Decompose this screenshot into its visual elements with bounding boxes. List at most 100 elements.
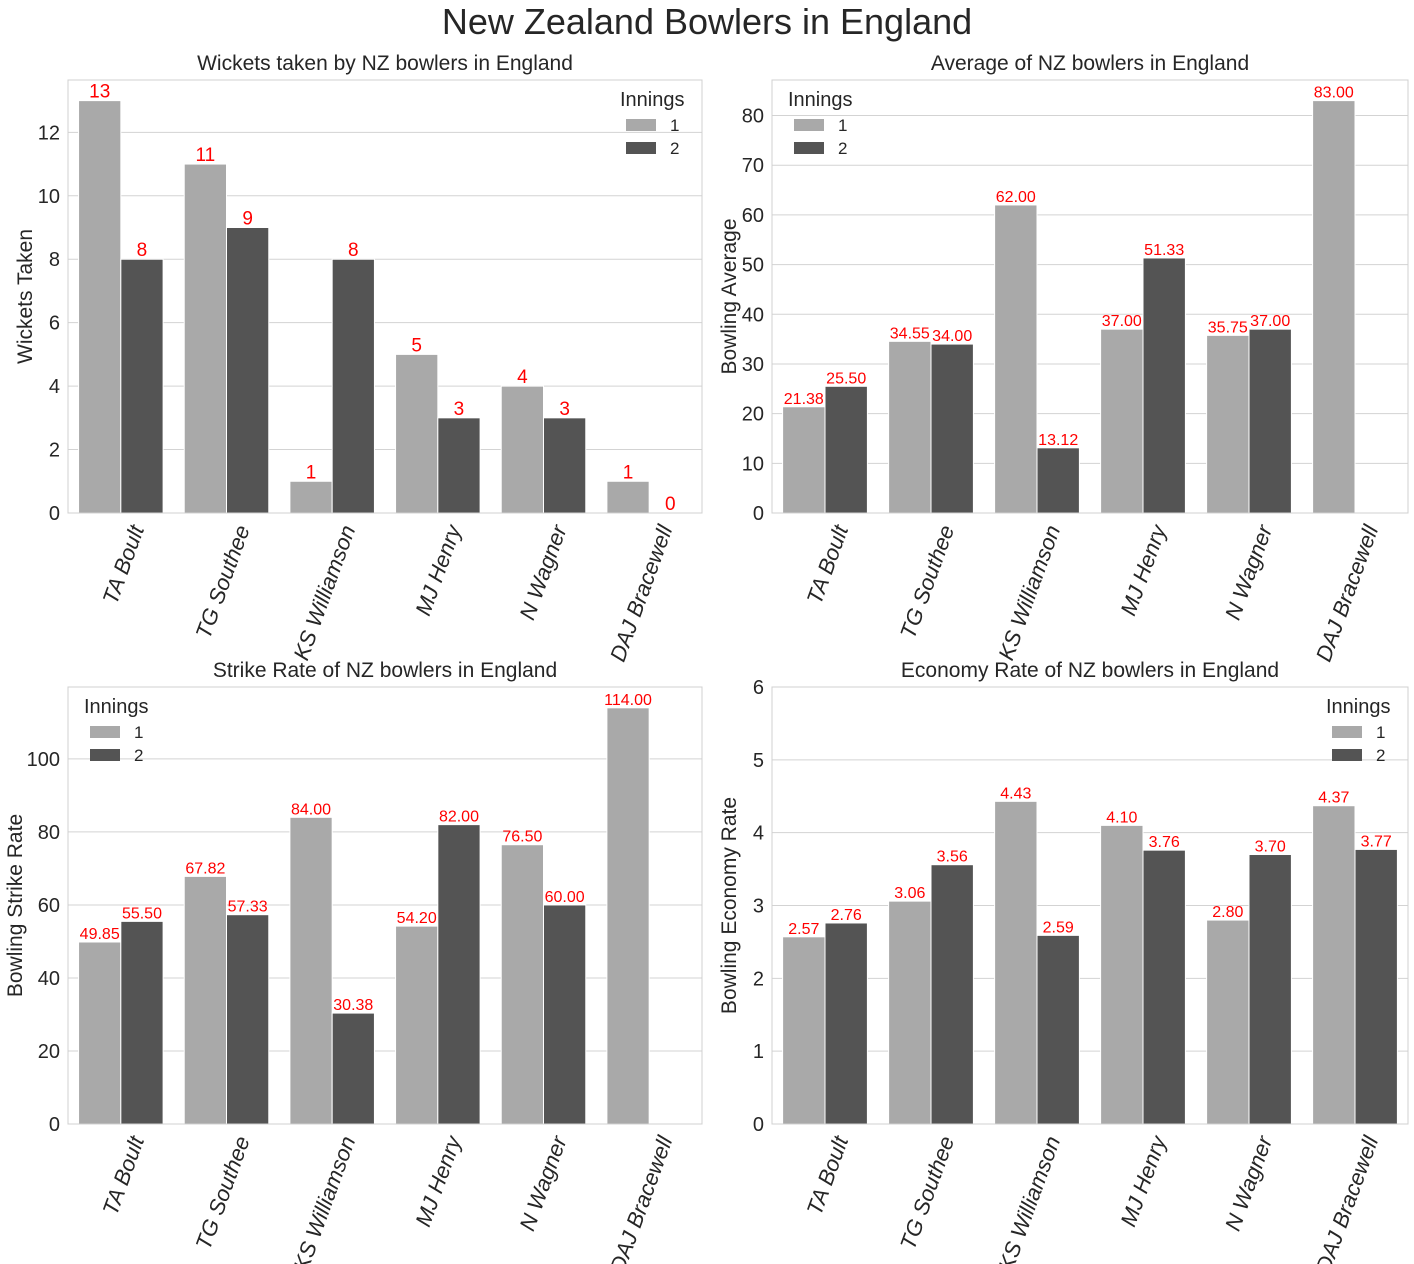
legend-label: 1 [670, 116, 679, 135]
bar [1100, 824, 1144, 1125]
y-tick-label: 60 [38, 895, 60, 917]
bar [331, 258, 375, 514]
bar [183, 875, 228, 1125]
bar [930, 343, 974, 514]
plot-frame [67, 79, 703, 514]
bar [543, 417, 587, 514]
chart-strike-rate: 0 20 40 60 80 100 49.85 67.82 84.00 54.20 76.50 114… [4, 659, 703, 1264]
x-tick-label: N Wagner [514, 520, 572, 623]
y-tick-label: 80 [38, 822, 60, 844]
data-label: 9 [242, 209, 253, 230]
plot-frame [771, 686, 1409, 1125]
legend-swatch [90, 726, 120, 738]
y-tick-label: 70 [742, 155, 764, 177]
data-label: 2.57 [788, 921, 819, 938]
x-tick-label: KS Williamson [288, 522, 360, 664]
y-tick-label: 5 [753, 750, 764, 772]
x-tick-label: KS Williamson [993, 1133, 1065, 1264]
bar [1036, 447, 1080, 514]
x-tick-label: DAJ Bracewell [605, 521, 678, 665]
x-tick-label: MJ Henry [410, 1131, 466, 1230]
chart-title: Strike Rate of NZ bowlers in England [213, 659, 557, 682]
bar [437, 824, 481, 1125]
legend-label: 2 [838, 139, 847, 158]
data-label: 114.00 [604, 692, 652, 709]
y-tick-label: 20 [38, 1041, 60, 1063]
bar [1312, 805, 1356, 1125]
x-tick-label: KS Williamson [288, 1133, 360, 1264]
data-label: 8 [137, 240, 148, 261]
data-label: 34.00 [932, 328, 972, 345]
y-tick-label: 0 [753, 1114, 764, 1136]
chart-title: Economy Rate of NZ bowlers in England [901, 659, 1279, 682]
data-label: 3.56 [937, 849, 968, 866]
legend-label: 1 [838, 116, 847, 135]
y-axis-label: Bowling Economy Rate [718, 797, 741, 1014]
data-label: 62.00 [996, 189, 1036, 206]
y-tick-label: 10 [38, 186, 60, 208]
data-label: 8 [348, 240, 359, 261]
bar [500, 844, 545, 1125]
plot-frame [67, 686, 703, 1125]
bar [543, 904, 587, 1125]
legend-label: 1 [134, 723, 143, 742]
legend-swatch [794, 142, 824, 154]
bar [437, 417, 481, 514]
data-label: 21.38 [784, 391, 824, 408]
bar [1206, 334, 1250, 514]
bar [183, 163, 228, 514]
data-label: 2.59 [1043, 919, 1074, 936]
x-tick-label: KS Williamson [993, 522, 1065, 664]
bar [1354, 848, 1398, 1125]
y-tick-label: 60 [742, 205, 764, 227]
data-label: 3.77 [1361, 833, 1392, 850]
bar [1142, 849, 1186, 1125]
y-tick-label: 40 [742, 304, 764, 326]
chart-title: Average of NZ bowlers in England [931, 52, 1249, 75]
bar [395, 925, 439, 1125]
x-tick-label: MJ Henry [1116, 520, 1172, 619]
data-label: 55.50 [122, 905, 162, 922]
x-tick-label: DAJ Bracewell [1311, 1132, 1384, 1264]
legend-label: 2 [1376, 746, 1385, 765]
data-label: 4 [517, 367, 528, 388]
data-label: 1 [306, 462, 317, 483]
data-label: 4.43 [1000, 785, 1031, 802]
legend-title: Innings [620, 89, 685, 111]
data-label: 4.10 [1106, 809, 1137, 826]
bar [1206, 919, 1250, 1125]
legend-label: 1 [1376, 723, 1385, 742]
legend-label: 2 [670, 139, 679, 158]
data-label: 37.00 [1102, 313, 1142, 330]
data-label: 11 [195, 145, 215, 166]
bar [1248, 854, 1292, 1125]
bar [1036, 934, 1080, 1125]
bar [226, 227, 270, 514]
bar [331, 1012, 375, 1125]
data-label: 30.38 [333, 997, 373, 1014]
bar [606, 707, 650, 1125]
data-label: 3.06 [894, 885, 925, 902]
data-label: 3.70 [1255, 839, 1286, 856]
data-label: 49.85 [80, 926, 120, 943]
y-tick-label: 80 [742, 106, 764, 128]
legend-title: Innings [84, 696, 149, 718]
y-tick-label: 30 [742, 354, 764, 376]
x-tick-label: DAJ Bracewell [1311, 521, 1384, 665]
y-tick-label: 4 [49, 376, 60, 398]
bar [500, 385, 545, 514]
bar [226, 914, 270, 1125]
y-tick-label: 100 [27, 749, 60, 771]
data-label: 2.76 [831, 907, 862, 924]
bar [888, 340, 932, 514]
bar [824, 385, 868, 514]
chart-title: Wickets taken by NZ bowlers in England [197, 52, 573, 75]
data-label: 3 [454, 399, 465, 420]
x-tick-label: TA Boult [802, 521, 854, 607]
legend-swatch [626, 142, 656, 154]
plot-frame [771, 79, 1409, 514]
bar [994, 800, 1038, 1125]
data-label: 0 [665, 494, 676, 515]
